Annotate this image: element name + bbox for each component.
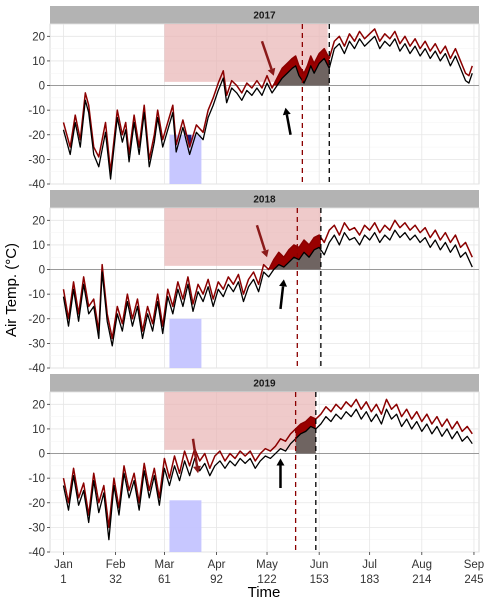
x-tick-day-label: 32 (109, 574, 122, 586)
x-tick-day-label: 214 (412, 574, 432, 586)
panel-plot-area (50, 24, 479, 184)
black-arrow-head (279, 279, 288, 287)
y-axis-title: Air Temp. (°C) (3, 243, 20, 337)
lower-temperature-line (62, 408, 473, 541)
y-tick-label: 20 (32, 31, 45, 43)
x-axis-title: Time (248, 584, 281, 601)
red-arrow-shaft (191, 438, 199, 467)
x-tick-month-label: Apr (208, 559, 226, 571)
red-arrow-head (261, 249, 269, 258)
blue-box (169, 500, 202, 552)
facet-2017: 2017 20 10 0 -10 -20 -30 -40 (28, 6, 480, 191)
upper-temperature-line (62, 219, 473, 340)
y-tick-label: 10 (32, 424, 45, 436)
x-tick-month-label: Jul (362, 559, 377, 571)
facet-strip-label: 2017 (253, 11, 276, 22)
x-tick-day-label: 153 (310, 574, 329, 586)
y-tick-label: 20 (32, 215, 45, 227)
panel-background (49, 23, 480, 185)
x-axis-ticks: Jan 1 Feb 32 Mar 61 Apr 92 May 122 Jun 153 Jul 183 Aug… (54, 552, 484, 586)
black-arrow-head (276, 458, 285, 466)
facet-strip-label: 2018 (253, 195, 276, 206)
y-tick-label: -30 (28, 522, 45, 534)
y-tick-label: 10 (32, 240, 45, 252)
y-tick-label: -20 (28, 498, 45, 510)
x-tick-month-label: Jan (54, 559, 73, 571)
black-arrow-head (282, 107, 291, 116)
grey-fill-area (267, 247, 321, 270)
red-arrow-shaft (260, 40, 273, 70)
facet-strip (50, 190, 479, 208)
x-tick-month-label: May (256, 559, 278, 571)
navy-fill-area (184, 126, 192, 148)
y-tick-label: -20 (28, 314, 45, 326)
facet-panels: 2017 20 10 0 -10 -20 -30 -40 2018 20 10 0 -10 -20 -30 -… (28, 6, 480, 559)
red-arrow-head (193, 465, 201, 474)
x-tick-day-label: 92 (210, 574, 223, 586)
grey-fill-area (272, 58, 330, 86)
y-tick-label: -40 (28, 179, 45, 191)
red-arrow-shaft (255, 224, 267, 251)
x-tick-day-label: 183 (360, 574, 379, 586)
y-tick-label: -10 (28, 105, 45, 117)
grey-fill-area (295, 426, 316, 454)
lower-temperature-line (62, 229, 473, 347)
facet-2018: 2018 20 10 0 -10 -20 -30 -40 (28, 190, 480, 375)
x-tick-month-label: Aug (412, 559, 432, 571)
x-tick-month-label: Mar (154, 559, 174, 571)
facet-2019: 2019 20 10 0 -10 -20 -30 -40 (28, 374, 480, 559)
y-tick-label: -40 (28, 547, 45, 559)
blue-box (169, 318, 202, 368)
x-tick-day-label: 122 (257, 574, 276, 586)
lower-temperature-line (62, 35, 473, 180)
facet-strip-label: 2019 (253, 379, 276, 390)
panel-plot-area (50, 208, 479, 368)
x-tick-month-label: Feb (106, 559, 126, 571)
facet-strip (50, 6, 479, 24)
facet-strip (50, 374, 479, 392)
x-tick-month-label: Jun (310, 559, 329, 571)
y-tick-label: 10 (32, 56, 45, 68)
y-tick-label: 20 (32, 399, 45, 411)
x-tick-day-label: 61 (158, 574, 171, 586)
y-tick-label: -30 (28, 338, 45, 350)
upper-temperature-line (62, 398, 473, 529)
pink-band (164, 392, 316, 450)
black-arrow-shaft (285, 114, 292, 135)
y-tick-label: 0 (39, 449, 45, 461)
panel-plot-area (50, 392, 479, 552)
y-tick-label: 0 (39, 265, 45, 277)
blue-box (169, 134, 202, 184)
black-arrow-shaft (279, 286, 285, 310)
y-tick-label: 0 (39, 81, 45, 93)
y-tick-label: -30 (28, 154, 45, 166)
x-tick-month-label: Sep (464, 559, 484, 571)
red-arrow-head (267, 67, 276, 76)
x-tick-day-label: 1 (60, 574, 66, 586)
y-tick-label: -20 (28, 130, 45, 142)
upper-temperature-line (62, 28, 473, 173)
y-tick-label: -10 (28, 289, 45, 301)
y-tick-label: -10 (28, 473, 45, 485)
x-tick-day-label: 245 (464, 574, 483, 586)
y-tick-label: -40 (28, 363, 45, 375)
